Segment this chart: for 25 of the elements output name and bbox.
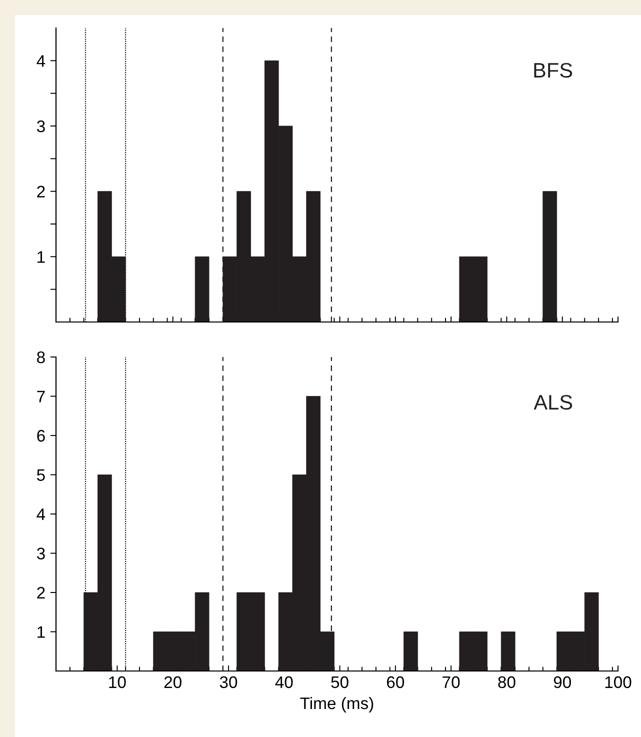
y-tick-label: 1	[38, 626, 45, 638]
y-tick-label: 3	[36, 120, 45, 132]
x-tick-label: 100	[605, 676, 632, 688]
y-tick-label: 4	[36, 55, 46, 67]
x-tick-label: 50	[331, 676, 348, 688]
x-tick-label: 20	[164, 676, 182, 688]
x-tick-label: 30	[220, 676, 238, 688]
annotation: BFS	[534, 62, 572, 78]
y-tick-label: 8	[37, 351, 45, 364]
y-tick-label: 3	[36, 548, 45, 560]
y-tick-label: 1	[38, 251, 45, 263]
annotation: ALS	[534, 394, 572, 410]
y-tick-label: 5	[36, 469, 45, 481]
x-tick-label: 40	[275, 676, 293, 688]
y-tick-label: 2	[37, 186, 45, 198]
x-axis-title: Time (ms)	[300, 696, 374, 712]
y-tick-label: 2	[37, 586, 45, 599]
y-tick-label: 6	[37, 430, 45, 442]
x-tick-label: 60	[387, 676, 404, 688]
x-tick-label: 70	[442, 676, 460, 688]
y-tick-label: 7	[37, 390, 45, 402]
x-tick-label: 80	[498, 676, 516, 688]
x-tick-label: 10	[109, 676, 126, 688]
y-tick-label: 4	[36, 508, 46, 520]
x-tick-label: 90	[554, 676, 571, 688]
